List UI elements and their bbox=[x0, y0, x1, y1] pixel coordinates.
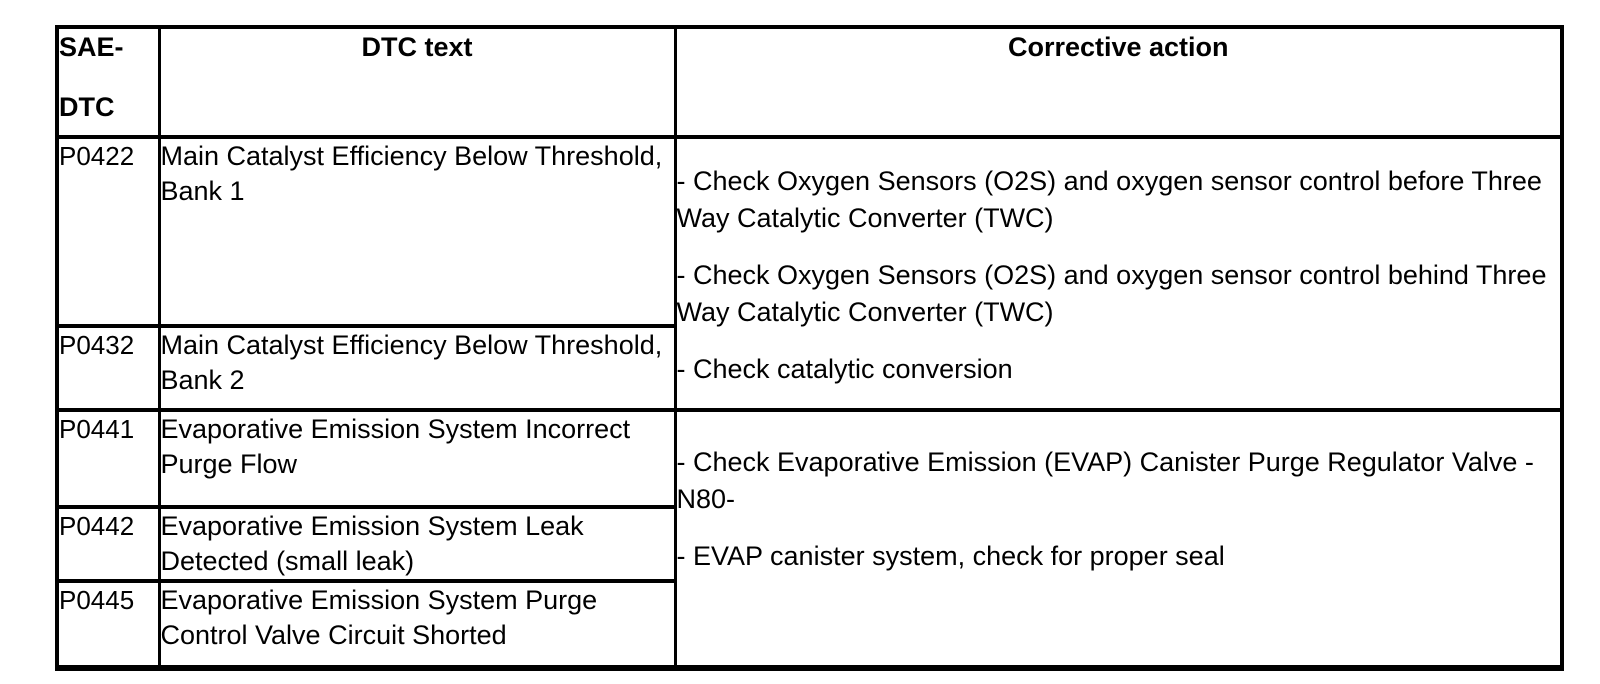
dtc-code: P0441 bbox=[55, 408, 161, 509]
corrective-action-item: - Check Evaporative Emission (EVAP) Cani… bbox=[676, 447, 1534, 514]
corrective-action-item: - Check Oxygen Sensors (O2S) and oxygen … bbox=[676, 260, 1547, 327]
corrective-action-item: - EVAP canister system, check for proper… bbox=[676, 541, 1225, 571]
table-row-p0432: P0432 Main Catalyst Efficiency Below Thr… bbox=[55, 323, 1562, 413]
corrective-action-item: - Check Oxygen Sensors (O2S) and oxygen … bbox=[676, 166, 1542, 233]
corrective-action-item: - Check catalytic conversion bbox=[676, 354, 1013, 384]
dtc-table: SAE- DTC DTC text Corrective action P042… bbox=[55, 25, 1564, 671]
dtc-description: Evaporative Emission System Incorrect Pu… bbox=[157, 408, 677, 509]
dtc-code: P0432 bbox=[55, 323, 161, 413]
header-dtc-text: DTC text bbox=[157, 25, 677, 139]
header-sae-dtc: SAE- DTC bbox=[55, 25, 161, 139]
header-sae-line1: SAE- bbox=[59, 32, 124, 62]
dtc-description: Evaporative Emission System Purge Contro… bbox=[157, 579, 677, 670]
table-row-p0445: P0445 Evaporative Emission System Purge … bbox=[55, 579, 1562, 670]
table-row-p0441: P0441 Evaporative Emission System Incorr… bbox=[55, 408, 1564, 670]
header-corrective-action: Corrective action bbox=[673, 25, 1564, 139]
dtc-code: P0445 bbox=[55, 579, 161, 670]
dtc-description: Main Catalyst Efficiency Below Threshold… bbox=[157, 323, 677, 413]
table-header-row: SAE- DTC DTC text Corrective action bbox=[55, 25, 1564, 139]
dtc-code: P0422 bbox=[55, 135, 161, 328]
dtc-description: Evaporative Emission System Leak Detecte… bbox=[157, 505, 677, 583]
table-row-p0442: P0442 Evaporative Emission System Leak D… bbox=[55, 505, 1562, 583]
corrective-action-cell-group1: - Check Oxygen Sensors (O2S) and oxygen … bbox=[673, 135, 1564, 412]
dtc-code: P0442 bbox=[55, 505, 161, 583]
table-row-p0422: P0422 Main Catalyst Efficiency Below Thr… bbox=[55, 135, 1564, 412]
corrective-action-cell-group2: - Check Evaporative Emission (EVAP) Cani… bbox=[673, 408, 1564, 670]
dtc-description: Main Catalyst Efficiency Below Threshold… bbox=[157, 135, 677, 328]
header-sae-line2: DTC bbox=[59, 92, 115, 122]
